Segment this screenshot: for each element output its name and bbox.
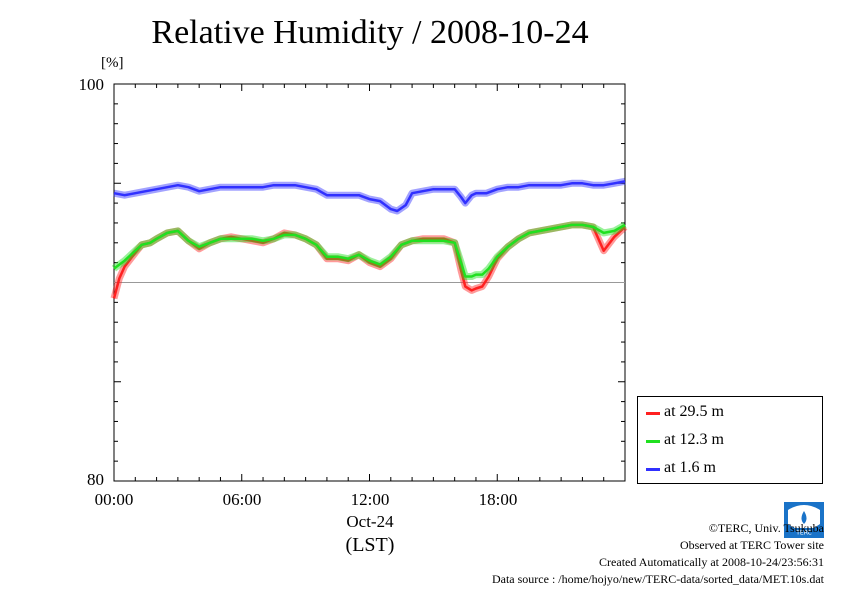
legend-swatch-1m <box>646 468 660 471</box>
logo-lettering: TERC <box>795 530 812 537</box>
legend-label-12m: at 12.3 m <box>664 431 724 448</box>
y-axis-unit: [%] <box>101 55 124 71</box>
credits: ©TERC, Univ. Tsukuba Observed at TERC To… <box>492 520 824 588</box>
x-tick-label-1: 06:00 <box>222 490 262 509</box>
x-tick-label-0: 00:00 <box>94 490 134 509</box>
legend: at 29.5 m at 12.3 m at 1.6 m <box>637 396 823 484</box>
x-unit-label: (LST) <box>345 534 395 556</box>
credit-site: Observed at TERC Tower site <box>679 538 824 552</box>
axis-ticks <box>113 83 626 482</box>
series-line-2 <box>113 180 626 213</box>
x-date-label: Oct-24 <box>346 512 394 531</box>
y-tick-label-top: 100 <box>78 75 105 94</box>
credit-copyright: ©TERC, Univ. Tsukuba <box>708 521 824 535</box>
series-line-1 <box>113 223 626 278</box>
y-tick-label-bottom: 80 <box>87 470 104 489</box>
credit-source: Data source : /home/hojyo/new/TERC-data/… <box>491 572 824 586</box>
legend-label-29m: at 29.5 m <box>664 403 724 420</box>
terc-logo: TERC <box>784 502 824 538</box>
chart-title: Relative Humidity / 2008-10-24 <box>151 14 589 51</box>
legend-swatch-12m <box>646 440 660 443</box>
legend-swatch-29m <box>646 412 660 415</box>
legend-label-1m: at 1.6 m <box>664 459 716 476</box>
credit-created: Created Automatically at 2008-10-24/23:5… <box>599 555 824 569</box>
series-halo-1 <box>111 221 627 280</box>
x-tick-label-2: 12:00 <box>350 490 390 509</box>
x-tick-label-3: 18:00 <box>478 490 518 509</box>
series-layer <box>110 177 628 300</box>
